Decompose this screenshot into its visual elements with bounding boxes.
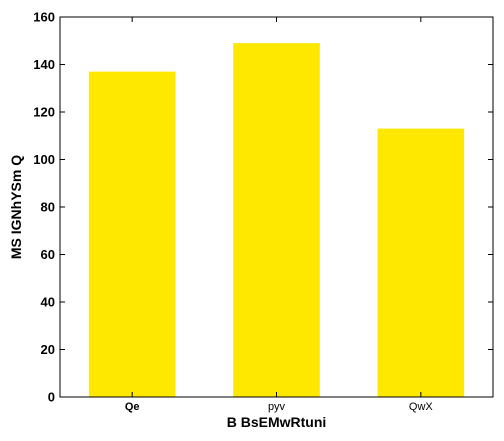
x-tick-label: QwX [409,401,434,413]
x-axis-ticks: Qe pyv QwX [125,17,434,413]
bar-Qe [88,71,176,397]
bars-group [88,43,465,397]
y-tick-label: 40 [41,295,55,310]
bar-pyv [233,43,320,397]
y-axis-label: MS IGNhYSm Q [8,155,24,259]
y-axis-ticks: 0 20 40 60 80 100 120 140 160 [33,10,493,405]
x-tick-label: pyv [268,401,286,413]
y-tick-label: 160 [33,10,55,25]
y-tick-label: 140 [33,57,55,72]
y-tick-label: 80 [41,200,55,215]
y-tick-label: 100 [33,152,55,167]
y-tick-label: 60 [41,247,55,262]
y-tick-label: 20 [41,342,55,357]
x-tick-label: Qe [125,401,140,413]
y-tick-label: 0 [48,390,55,405]
y-tick-label: 120 [33,105,55,120]
x-axis-label: B BsEMwRtuni [227,414,327,430]
bar-QwX [377,128,465,397]
